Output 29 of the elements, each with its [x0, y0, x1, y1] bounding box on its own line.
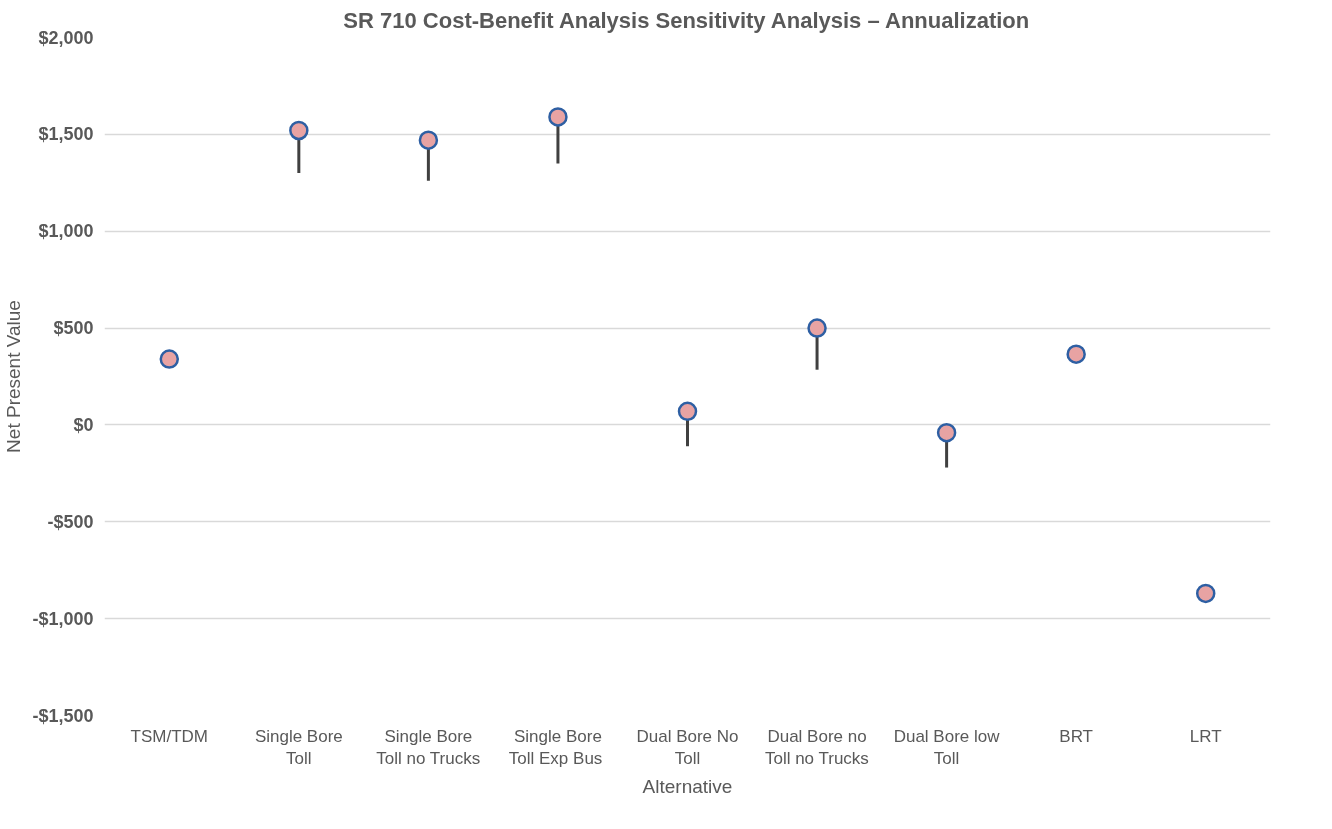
- point: [677, 401, 698, 422]
- y-tick-label: $0: [73, 414, 94, 435]
- y-tick-label: -$1,000: [32, 608, 94, 629]
- x-tick-label: Dual Bore no Toll no Trucks: [764, 726, 869, 769]
- y-tick-label: $1,000: [38, 221, 94, 242]
- point: [418, 130, 439, 150]
- point: [1195, 583, 1216, 604]
- x-tick-label: LRT: [1189, 726, 1222, 746]
- y-tick-label: $500: [53, 318, 94, 339]
- x-tick-label: TSM/TDM: [130, 726, 208, 746]
- x-tick-label: Single Bore Toll: [254, 726, 343, 769]
- point: [548, 107, 568, 127]
- y-axis-title: Net Present Value: [3, 300, 25, 453]
- y-tick-label: -$1,500: [32, 705, 94, 726]
- x-tick-label: Dual Bore low Toll: [893, 726, 1001, 769]
- x-tick-label: BRT: [1059, 726, 1094, 746]
- y-tick-label: -$500: [47, 511, 94, 532]
- y-tick-label: $1,500: [38, 124, 94, 145]
- y-tick-label: $2,000: [38, 27, 94, 48]
- x-tick-label: Single Bore Toll no Trucks: [376, 726, 481, 769]
- x-tick-label: Single Bore Toll Exp Bus: [508, 726, 603, 769]
- x-tick-label: Dual Bore No Toll: [636, 726, 739, 769]
- point: [936, 422, 957, 443]
- point: [289, 120, 309, 141]
- point: [159, 349, 180, 369]
- point: [807, 318, 827, 338]
- chart-title: SR 710 Cost-Benefit Analysis Sensitivity Analysis – Annualization: [343, 7, 1030, 33]
- x-axis-title: Alternative: [642, 776, 733, 798]
- point: [1066, 344, 1086, 364]
